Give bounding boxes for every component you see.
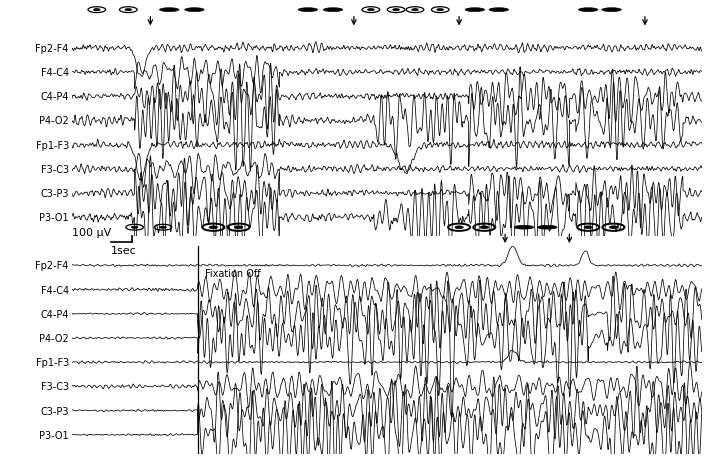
Ellipse shape xyxy=(602,8,621,11)
Ellipse shape xyxy=(538,225,557,229)
Circle shape xyxy=(94,9,100,11)
Circle shape xyxy=(455,226,463,228)
Circle shape xyxy=(393,9,400,11)
Text: Fixation Off: Fixation Off xyxy=(205,269,261,279)
Text: 1sec: 1sec xyxy=(111,246,137,256)
Text: 100 μV: 100 μV xyxy=(72,228,111,238)
Circle shape xyxy=(131,226,138,228)
Circle shape xyxy=(367,9,374,11)
Ellipse shape xyxy=(489,8,508,11)
Circle shape xyxy=(125,9,132,11)
Circle shape xyxy=(437,9,443,11)
Ellipse shape xyxy=(298,8,318,11)
Circle shape xyxy=(412,9,418,11)
Circle shape xyxy=(609,226,618,228)
Circle shape xyxy=(234,226,243,228)
Ellipse shape xyxy=(465,8,485,11)
Ellipse shape xyxy=(324,8,343,11)
Circle shape xyxy=(584,226,592,228)
Ellipse shape xyxy=(514,225,533,229)
Circle shape xyxy=(480,226,488,228)
Ellipse shape xyxy=(579,8,598,11)
Ellipse shape xyxy=(160,8,179,11)
Circle shape xyxy=(209,226,218,228)
Circle shape xyxy=(160,226,166,228)
Ellipse shape xyxy=(185,8,204,11)
